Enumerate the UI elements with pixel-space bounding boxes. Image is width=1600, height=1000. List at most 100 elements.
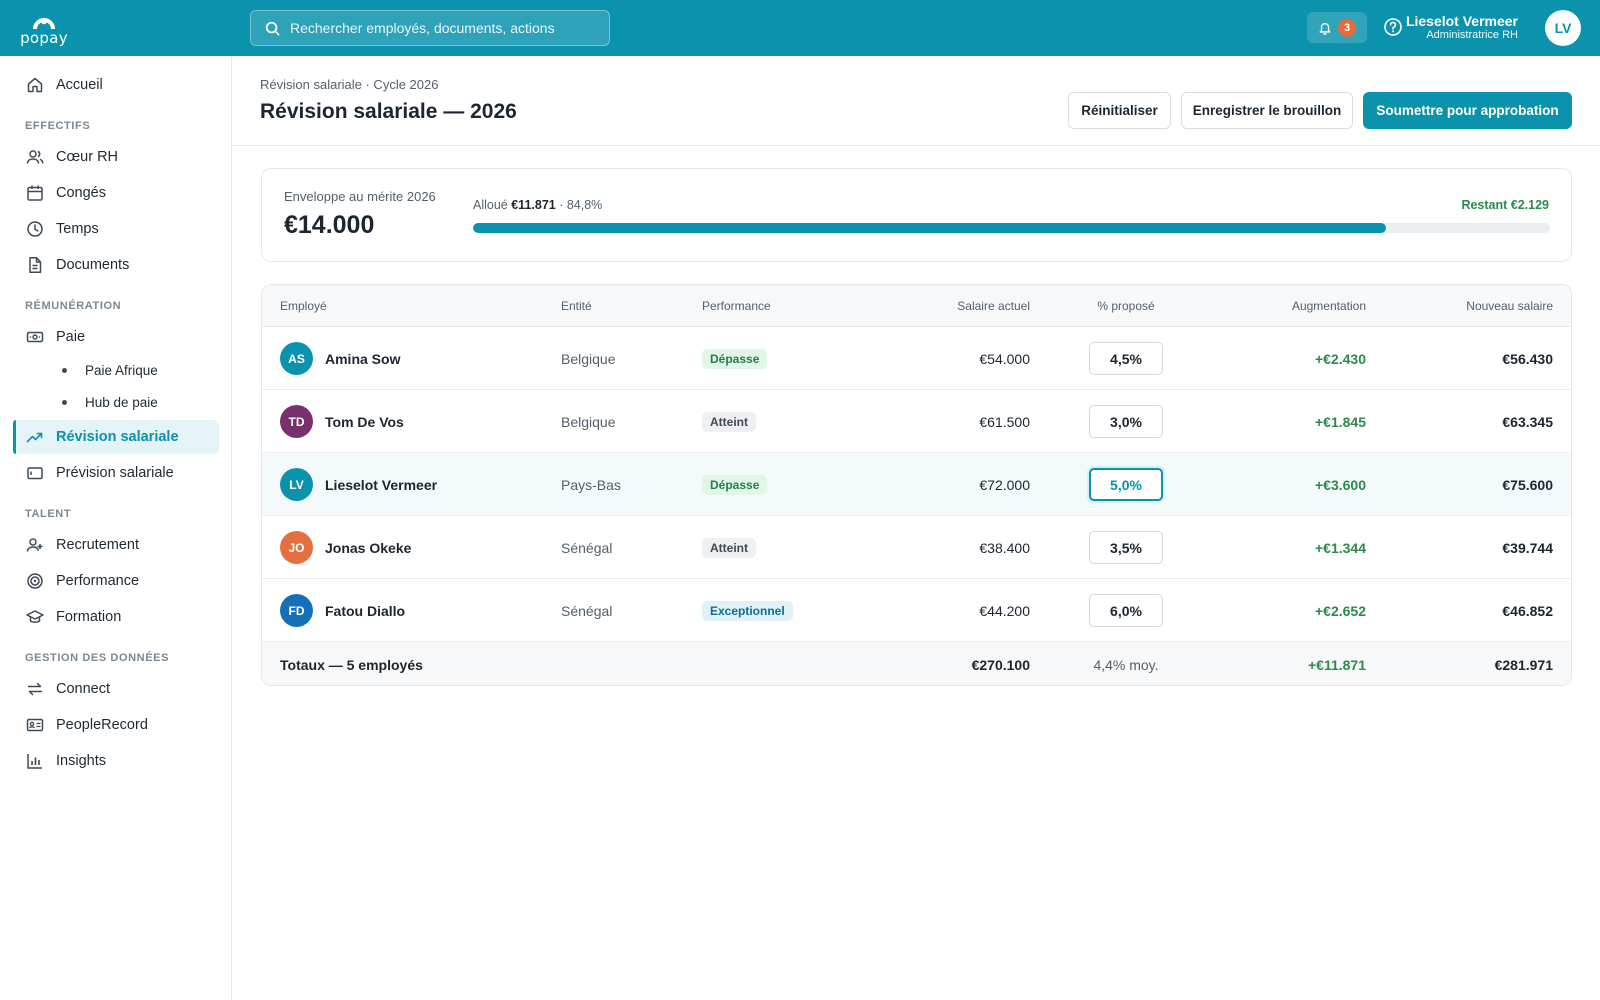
sidebar-subitem-label: Paie Afrique <box>85 362 158 378</box>
increase-cell: +€2.652 <box>1315 602 1366 619</box>
entity-cell: Sénégal <box>561 539 613 556</box>
help-button[interactable] <box>1383 17 1403 42</box>
performance-badge: Atteint <box>702 537 756 558</box>
user-name: Lieselot Vermeer <box>1405 13 1518 29</box>
breadcrumb[interactable]: Révision salariale · Cycle 2026 <box>260 77 439 92</box>
totals-current-salary: €270.100 <box>971 656 1030 673</box>
help-icon <box>1384 18 1402 36</box>
sidebar-item-accueil[interactable]: Accueil <box>13 68 219 102</box>
employee-cell[interactable]: TD Tom De Vos <box>280 390 404 453</box>
envelope-amount: €14.000 <box>284 211 375 239</box>
column-header-proposed-pct[interactable]: % proposé <box>1097 299 1155 313</box>
current-salary-cell: €44.200 <box>979 602 1030 619</box>
sidebar-item-label: Révision salariale <box>56 429 179 445</box>
sidebar-item-formation[interactable]: Formation <box>13 600 219 634</box>
table-header: Employé Entité Performance Salaire actue… <box>262 285 1571 327</box>
sidebar-subitem-paie-afrique[interactable]: Paie Afrique <box>62 358 158 382</box>
section-talent: TALENT <box>25 508 72 520</box>
sidebar-subitem-hub-de-paie[interactable]: Hub de paie <box>62 390 158 414</box>
users-icon <box>26 150 44 164</box>
entity-cell: Sénégal <box>561 602 613 619</box>
sidebar-item-paie[interactable]: Paie <box>13 320 219 354</box>
sidebar-item-documents[interactable]: Documents <box>13 248 219 282</box>
proposed-pct-cell <box>1067 390 1185 453</box>
employee-cell[interactable]: AS Amina Sow <box>280 327 400 390</box>
proposed-pct-input[interactable] <box>1089 594 1163 627</box>
new-salary-cell: €56.430 <box>1502 350 1553 367</box>
performance-badge: Dépasse <box>702 474 768 495</box>
sidebar-item-label: Paie <box>56 329 86 345</box>
page-header: Révision salariale · Cycle 2026 Révision… <box>232 56 1600 146</box>
sidebar-item-performance[interactable]: Performance <box>13 564 219 598</box>
popay-logo[interactable]: popay <box>0 0 88 56</box>
column-header-increase[interactable]: Augmentation <box>1291 299 1366 313</box>
sidebar-item-revision-salariale[interactable]: Révision salariale <box>13 420 219 454</box>
sidebar-item-temps[interactable]: Temps <box>13 212 219 246</box>
logo-mark-icon <box>33 17 55 29</box>
user-plus-icon <box>26 538 43 552</box>
employee-avatar: TD <box>280 405 313 438</box>
employee-name: Lieselot Vermeer <box>325 476 438 493</box>
new-salary-cell: €39.744 <box>1502 539 1553 556</box>
bullet-icon <box>62 367 67 373</box>
table-row[interactable]: AS Amina Sow Belgique Dépasse €54.000 +€2.430… <box>262 327 1571 390</box>
employee-avatar: JO <box>280 531 313 564</box>
id-card-icon <box>26 718 44 732</box>
table-row[interactable]: LV Lieselot Vermeer Pays-Bas Dépasse €72.000… <box>262 453 1571 516</box>
search-box[interactable] <box>250 10 610 46</box>
submit-approval-button[interactable]: Soumettre pour approbation <box>1363 92 1572 129</box>
column-header-performance[interactable]: Performance <box>702 299 771 313</box>
employee-cell[interactable]: LV Lieselot Vermeer <box>280 453 437 516</box>
column-header-employee[interactable]: Employé <box>280 299 327 313</box>
sidebar-item-peoplerecord[interactable]: PeopleRecord <box>13 708 219 742</box>
current-salary-cell: €54.000 <box>979 350 1030 367</box>
sidebar: Accueil EFFECTIFS Cœur RH Congés Temps D… <box>0 56 232 1000</box>
performance-cell: Exceptionnel <box>702 579 793 642</box>
totals-increase: +€11.871 <box>1307 656 1366 673</box>
sidebar-item-label: Prévision salariale <box>56 465 174 481</box>
table-row[interactable]: TD Tom De Vos Belgique Atteint €61.500 +€1.84… <box>262 390 1571 453</box>
increase-cell: +€1.845 <box>1315 413 1366 430</box>
performance-cell: Atteint <box>702 390 756 453</box>
home-icon <box>27 77 43 93</box>
table-row[interactable]: JO Jonas Okeke Sénégal Atteint €38.400 +€1.34… <box>262 516 1571 579</box>
sidebar-item-coeur-rh[interactable]: Cœur RH <box>13 140 219 174</box>
sidebar-subitem-label: Hub de paie <box>85 394 158 410</box>
proposed-pct-input[interactable] <box>1089 405 1163 438</box>
user-info[interactable]: Lieselot Vermeer Administratrice RH <box>1406 13 1518 42</box>
employee-cell[interactable]: FD Fatou Diallo <box>280 579 405 642</box>
sidebar-item-label: Documents <box>56 257 130 273</box>
user-role: Administratrice RH <box>1426 29 1518 41</box>
section-effectifs: EFFECTIFS <box>25 120 91 132</box>
proposed-pct-input[interactable] <box>1089 468 1163 501</box>
sidebar-item-insights[interactable]: Insights <box>13 744 219 778</box>
performance-cell: Dépasse <box>702 453 768 516</box>
table-row[interactable]: FD Fatou Diallo Sénégal Exceptionnel €44.200… <box>262 579 1571 642</box>
allocated-summary: Alloué €11.871 · 84,8% <box>473 198 602 212</box>
target-icon <box>27 573 43 589</box>
employee-cell[interactable]: JO Jonas Okeke <box>280 516 411 579</box>
sidebar-item-prevision-salariale[interactable]: Prévision salariale <box>13 456 219 490</box>
sidebar-item-conges[interactable]: Congés <box>13 176 219 210</box>
column-header-new-salary[interactable]: Nouveau salaire <box>1466 299 1553 313</box>
notifications-button[interactable]: 3 <box>1307 12 1367 43</box>
user-avatar[interactable]: LV <box>1545 10 1581 46</box>
proposed-pct-input[interactable] <box>1089 342 1163 375</box>
search-input[interactable] <box>290 20 590 36</box>
sidebar-item-connect[interactable]: Connect <box>13 672 219 706</box>
sidebar-item-label: PeopleRecord <box>56 717 148 733</box>
column-header-current-salary[interactable]: Salaire actuel <box>957 299 1030 313</box>
bullet-icon <box>62 399 67 405</box>
sidebar-item-recrutement[interactable]: Recrutement <box>13 528 219 562</box>
allocated-percent: · 84,8% <box>559 198 603 212</box>
reset-button[interactable]: Réinitialiser <box>1068 92 1171 129</box>
save-draft-button[interactable]: Enregistrer le brouillon <box>1181 92 1353 129</box>
column-header-entity[interactable]: Entité <box>561 299 592 313</box>
sidebar-item-label: Accueil <box>56 77 103 93</box>
employee-name: Fatou Diallo <box>325 602 406 619</box>
increase-cell: +€2.430 <box>1315 350 1366 367</box>
performance-badge: Atteint <box>702 411 756 432</box>
calendar-icon <box>27 185 43 201</box>
sidebar-item-label: Formation <box>56 609 122 625</box>
proposed-pct-input[interactable] <box>1089 531 1163 564</box>
